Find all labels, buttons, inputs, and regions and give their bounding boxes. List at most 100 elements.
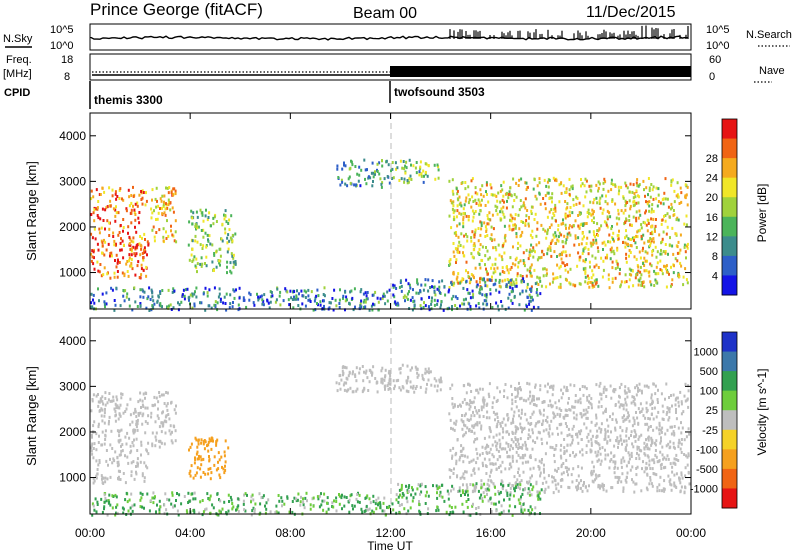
data-cell <box>173 408 176 412</box>
data-cell <box>578 243 581 247</box>
data-cell <box>358 165 361 169</box>
data-cell <box>540 284 543 288</box>
data-cell <box>525 274 528 278</box>
data-cell <box>388 181 391 185</box>
data-cell <box>519 437 522 441</box>
data-cell <box>100 474 103 478</box>
data-cell <box>489 462 492 466</box>
data-cell <box>448 504 451 508</box>
data-cell <box>453 281 456 285</box>
data-cell <box>217 460 219 464</box>
data-cell <box>624 397 627 401</box>
data-cell <box>119 453 122 457</box>
data-cell <box>166 497 169 501</box>
data-cell <box>213 269 215 272</box>
data-cell <box>599 452 602 456</box>
data-cell <box>364 371 367 375</box>
data-cell <box>662 250 665 254</box>
data-cell <box>675 218 678 222</box>
data-cell <box>515 284 518 288</box>
data-cell <box>661 237 664 241</box>
data-cell <box>93 256 95 260</box>
data-cell <box>657 459 660 463</box>
data-cell <box>682 283 685 287</box>
data-cell <box>507 306 510 310</box>
data-cell <box>396 301 399 305</box>
data-cell <box>479 453 481 457</box>
data-cell <box>162 205 165 208</box>
data-cell <box>528 250 531 254</box>
data-cell <box>633 255 636 259</box>
data-cell <box>590 441 593 445</box>
data-cell <box>585 451 588 454</box>
data-cell <box>673 200 676 204</box>
data-cell <box>93 420 96 424</box>
data-cell <box>470 252 473 256</box>
data-cell <box>469 279 472 283</box>
data-cell <box>585 179 588 183</box>
data-cell <box>489 237 492 241</box>
data-cell <box>472 248 475 252</box>
data-cell <box>457 244 460 248</box>
data-cell <box>686 244 688 248</box>
data-cell <box>455 233 458 237</box>
data-cell <box>544 452 547 456</box>
data-cell <box>456 297 459 300</box>
data-cell <box>162 227 165 231</box>
data-cell <box>473 233 476 237</box>
data-cell <box>416 375 419 379</box>
colorbar-swatch <box>722 332 737 353</box>
data-cell <box>153 302 156 306</box>
data-cell <box>400 483 403 487</box>
data-cell <box>408 177 411 181</box>
data-cell <box>557 432 559 436</box>
data-cell <box>306 499 308 503</box>
data-cell <box>581 489 584 493</box>
data-cell <box>344 164 347 168</box>
data-cell <box>115 205 117 209</box>
data-cell <box>667 407 670 411</box>
data-cell <box>502 430 505 434</box>
data-cell <box>497 308 500 312</box>
data-cell <box>116 258 119 262</box>
data-cell <box>433 384 436 388</box>
data-cell <box>631 236 634 240</box>
data-cell <box>609 384 612 388</box>
data-cell <box>468 460 471 464</box>
data-cell <box>634 430 637 434</box>
data-cell <box>116 455 119 459</box>
data-cell <box>560 396 563 400</box>
data-cell <box>595 441 598 445</box>
data-cell <box>538 397 540 401</box>
data-cell <box>464 424 467 428</box>
data-cell <box>663 264 665 268</box>
data-cell <box>157 295 160 299</box>
data-cell <box>530 493 533 497</box>
data-cell <box>548 210 551 214</box>
data-cell <box>339 288 341 292</box>
data-cell <box>618 405 621 409</box>
data-cell <box>526 209 529 212</box>
data-cell <box>207 304 210 308</box>
data-cell <box>489 288 492 292</box>
data-cell <box>361 365 364 368</box>
data-cell <box>119 403 122 407</box>
data-cell <box>343 495 346 499</box>
data-cell <box>500 300 503 303</box>
x-tick-label: 12:00 <box>375 526 405 540</box>
data-cell <box>514 400 517 403</box>
data-cell <box>499 210 502 214</box>
data-cell <box>636 235 639 239</box>
data-cell <box>215 249 218 253</box>
data-cell <box>91 452 94 456</box>
data-cell <box>529 253 532 257</box>
data-cell <box>126 292 129 296</box>
data-cell <box>670 183 673 187</box>
data-cell <box>600 256 603 260</box>
data-cell <box>545 273 548 277</box>
data-cell <box>527 421 530 425</box>
data-cell <box>405 484 407 488</box>
data-cell <box>672 430 675 434</box>
data-cell <box>655 197 658 201</box>
data-cell <box>358 500 361 504</box>
